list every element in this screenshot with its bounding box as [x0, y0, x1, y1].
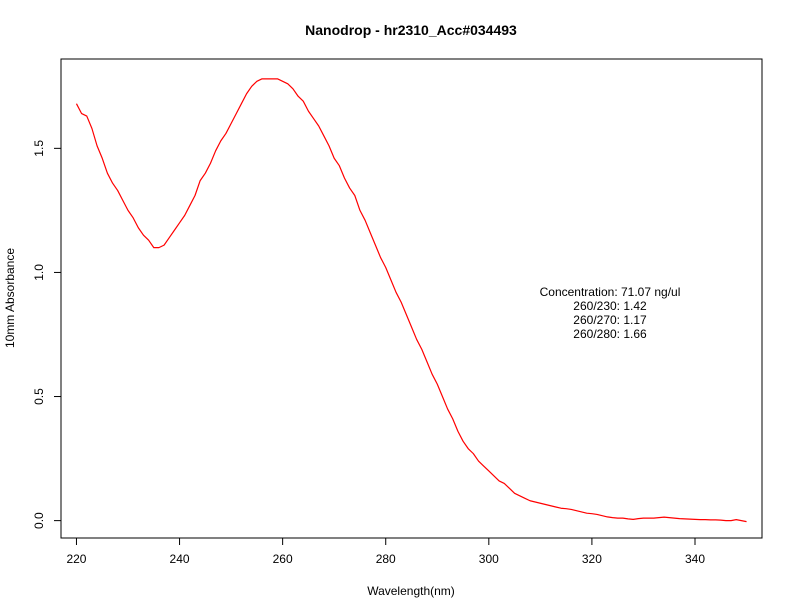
- x-axis: 220 240 260 280 300 320 340: [66, 538, 705, 566]
- x-axis-label: Wavelength(nm): [367, 584, 455, 598]
- y-tick-label: 1.0: [32, 264, 46, 281]
- x-tick-label: 300: [479, 552, 499, 566]
- ratio-260-280-text: 260/280: 1.66: [573, 327, 647, 341]
- x-tick-label: 220: [66, 552, 86, 566]
- chart-title: Nanodrop - hr2310_Acc#034493: [305, 22, 517, 38]
- y-axis: 0.0 0.5 1.0 1.5: [32, 140, 61, 529]
- x-tick-label: 320: [582, 552, 602, 566]
- ratio-260-270-text: 260/270: 1.17: [573, 313, 647, 327]
- y-axis-label: 10mm Absorbance: [3, 248, 17, 348]
- y-tick-label: 0.5: [32, 388, 46, 405]
- x-tick-label: 260: [273, 552, 293, 566]
- stats-annotation: Concentration: 71.07 ng/ul 260/230: 1.42…: [540, 285, 681, 341]
- concentration-text: Concentration: 71.07 ng/ul: [540, 285, 681, 299]
- x-tick-label: 340: [685, 552, 705, 566]
- x-tick-label: 240: [170, 552, 190, 566]
- y-tick-label: 0.0: [32, 512, 46, 529]
- ratio-260-230-text: 260/230: 1.42: [573, 299, 647, 313]
- series-layer: [75, 78, 747, 523]
- absorbance-line: [75, 78, 747, 523]
- x-tick-label: 280: [376, 552, 396, 566]
- y-tick-label: 1.5: [32, 140, 46, 157]
- plot-frame: [60, 58, 763, 539]
